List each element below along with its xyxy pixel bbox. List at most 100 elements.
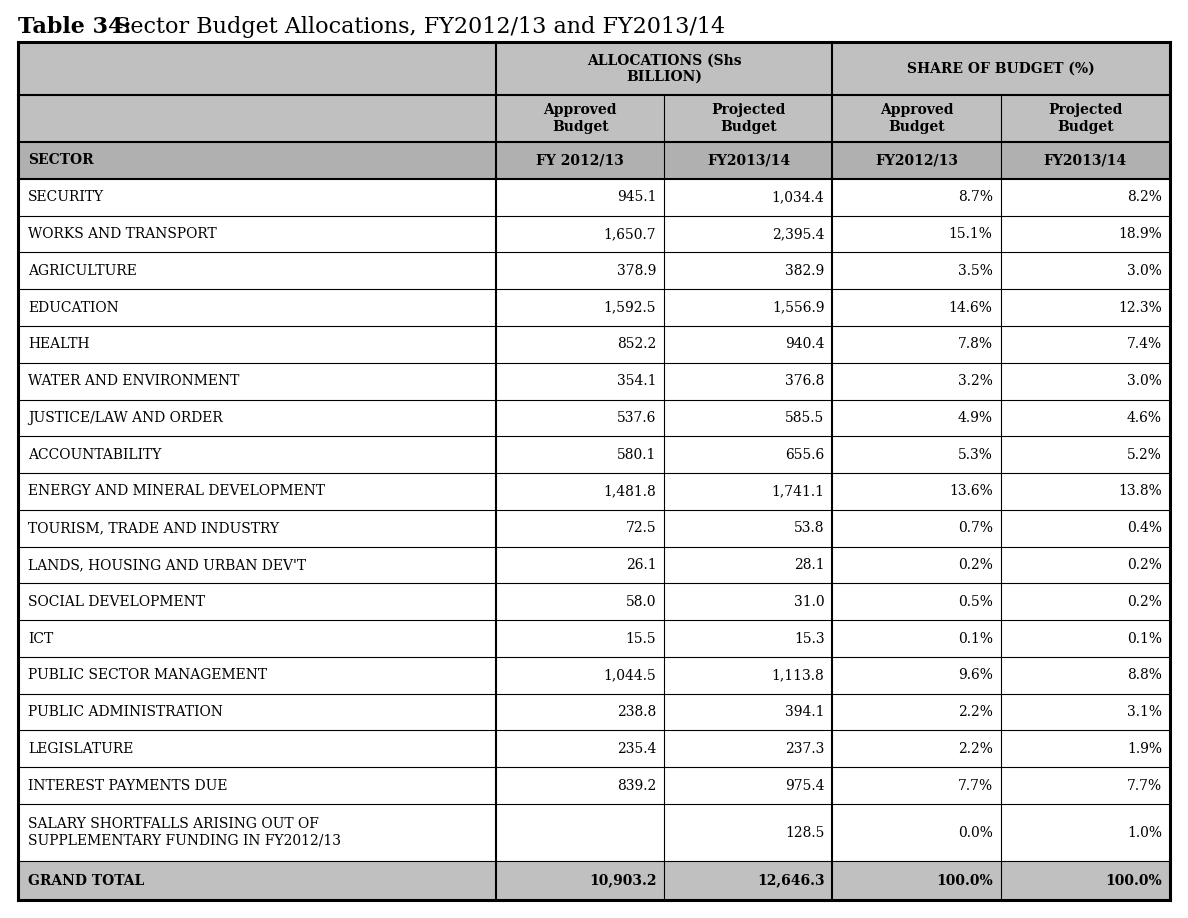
Bar [833, 142, 1000, 179]
Bar [497, 179, 664, 216]
Text: 0.5%: 0.5% [958, 595, 993, 609]
Text: PUBLIC SECTOR MANAGEMENT: PUBLIC SECTOR MANAGEMENT [29, 668, 267, 682]
Bar [664, 583, 833, 621]
Text: 537.6: 537.6 [617, 411, 656, 425]
Text: 7.7%: 7.7% [1127, 778, 1162, 792]
Bar [497, 657, 664, 694]
Bar [1000, 767, 1170, 804]
Text: Projected
Budget: Projected Budget [1048, 103, 1123, 134]
Text: 1,556.9: 1,556.9 [772, 300, 824, 315]
Text: ACCOUNTABILITY: ACCOUNTABILITY [29, 448, 162, 462]
Text: 28.1: 28.1 [794, 558, 824, 572]
Bar [833, 731, 1000, 767]
Bar [18, 399, 497, 436]
Bar [497, 399, 664, 436]
Bar [1000, 142, 1170, 179]
Bar [18, 289, 497, 326]
Text: 354.1: 354.1 [617, 375, 656, 388]
Bar [1000, 509, 1170, 546]
Bar [497, 363, 664, 399]
Text: 1,481.8: 1,481.8 [604, 485, 656, 498]
Bar [497, 694, 664, 731]
Bar [18, 42, 497, 95]
Bar [1000, 399, 1170, 436]
Bar [833, 694, 1000, 731]
Bar [18, 546, 497, 583]
Text: 0.4%: 0.4% [1127, 521, 1162, 535]
Text: LANDS, HOUSING AND URBAN DEV'T: LANDS, HOUSING AND URBAN DEV'T [29, 558, 307, 572]
Text: 1,034.4: 1,034.4 [772, 190, 824, 205]
Bar [1000, 731, 1170, 767]
Bar [497, 473, 664, 509]
Bar [833, 436, 1000, 473]
Text: 945.1: 945.1 [617, 190, 656, 205]
Bar [664, 363, 833, 399]
Bar [833, 473, 1000, 509]
Text: PUBLIC ADMINISTRATION: PUBLIC ADMINISTRATION [29, 705, 223, 719]
Bar [18, 252, 497, 289]
Text: 0.2%: 0.2% [1127, 558, 1162, 572]
Bar [1000, 583, 1170, 621]
Text: 18.9%: 18.9% [1118, 227, 1162, 241]
Text: 8.8%: 8.8% [1127, 668, 1162, 682]
Bar [833, 289, 1000, 326]
Text: 4.6%: 4.6% [1127, 411, 1162, 425]
Text: Projected
Budget: Projected Budget [712, 103, 785, 134]
Text: 1,650.7: 1,650.7 [604, 227, 656, 241]
Text: 1,044.5: 1,044.5 [604, 668, 656, 682]
Text: 0.1%: 0.1% [1127, 632, 1162, 645]
Bar [1000, 363, 1170, 399]
Text: 15.3: 15.3 [794, 632, 824, 645]
Text: 3.0%: 3.0% [1127, 263, 1162, 278]
Text: 376.8: 376.8 [785, 375, 824, 388]
Text: ICT: ICT [29, 632, 53, 645]
Text: 31.0: 31.0 [794, 595, 824, 609]
Text: Table 34:: Table 34: [18, 16, 132, 38]
Text: ALLOCATIONS (Shs
BILLION): ALLOCATIONS (Shs BILLION) [587, 53, 741, 84]
Bar [18, 509, 497, 546]
Bar [18, 694, 497, 731]
Bar [664, 252, 833, 289]
Text: 839.2: 839.2 [617, 778, 656, 792]
Bar [664, 694, 833, 731]
Bar [833, 252, 1000, 289]
Text: 5.3%: 5.3% [958, 448, 993, 462]
Bar [497, 95, 664, 142]
Text: 1,741.1: 1,741.1 [771, 485, 824, 498]
Text: 128.5: 128.5 [785, 825, 824, 840]
Text: 0.7%: 0.7% [958, 521, 993, 535]
Bar [664, 326, 833, 363]
Bar [18, 95, 497, 142]
Bar [18, 861, 497, 900]
Bar [1000, 861, 1170, 900]
Bar [664, 621, 833, 657]
Text: 26.1: 26.1 [626, 558, 656, 572]
Bar [833, 216, 1000, 252]
Text: AGRICULTURE: AGRICULTURE [29, 263, 137, 278]
Text: SOCIAL DEVELOPMENT: SOCIAL DEVELOPMENT [29, 595, 206, 609]
Bar [1000, 326, 1170, 363]
Bar [18, 436, 497, 473]
Bar [18, 767, 497, 804]
Bar [664, 179, 833, 216]
Bar [18, 216, 497, 252]
Bar [833, 621, 1000, 657]
Text: 7.7%: 7.7% [958, 778, 993, 792]
Text: 580.1: 580.1 [617, 448, 656, 462]
Text: SHARE OF BUDGET (%): SHARE OF BUDGET (%) [908, 62, 1095, 75]
Text: 4.9%: 4.9% [958, 411, 993, 425]
Text: LEGISLATURE: LEGISLATURE [29, 742, 133, 756]
Text: 13.8%: 13.8% [1118, 485, 1162, 498]
Bar [664, 861, 833, 900]
Bar [1000, 179, 1170, 216]
Bar [497, 804, 664, 861]
Text: 7.4%: 7.4% [1127, 337, 1162, 352]
Bar [1000, 546, 1170, 583]
Text: 12,646.3: 12,646.3 [757, 874, 824, 888]
Bar [833, 326, 1000, 363]
Text: 58.0: 58.0 [626, 595, 656, 609]
Text: 3.2%: 3.2% [958, 375, 993, 388]
Bar [833, 363, 1000, 399]
Bar [497, 326, 664, 363]
Bar [1000, 252, 1170, 289]
